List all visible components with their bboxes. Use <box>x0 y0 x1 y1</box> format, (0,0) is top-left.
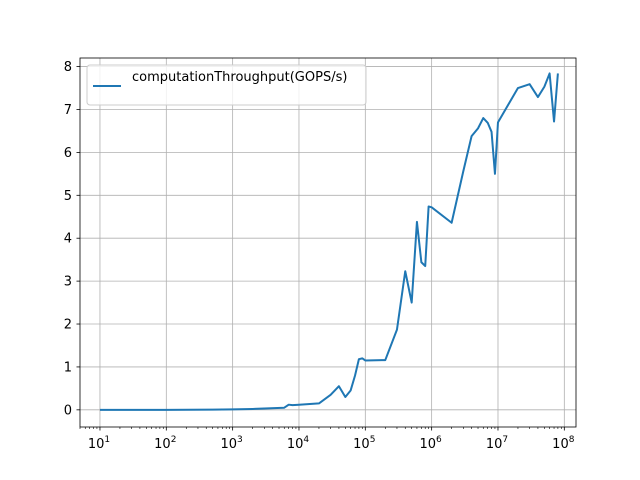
x-tick-label: 102 <box>154 435 176 452</box>
y-tick-label: 7 <box>64 103 72 118</box>
x-tick-label-base: 10 <box>353 437 370 452</box>
x-tick-label-exponent: 2 <box>171 435 177 445</box>
x-tick-label: 104 <box>287 435 310 452</box>
x-tick-label-base: 10 <box>287 437 304 452</box>
legend-box <box>86 64 367 106</box>
x-tick-label-exponent: 3 <box>237 435 243 445</box>
y-tick-label: 1 <box>64 360 72 375</box>
plot-frame <box>79 57 577 428</box>
legend: computationThroughput(GOPS/s) <box>86 64 367 106</box>
x-tick-label-exponent: 1 <box>104 435 110 445</box>
x-tick-label-exponent: 7 <box>502 435 508 445</box>
x-tick-label: 108 <box>552 435 575 452</box>
y-tick-label: 0 <box>64 403 72 418</box>
x-tick-label: 101 <box>88 435 110 452</box>
x-tick-label-base: 10 <box>420 437 437 452</box>
x-tick-label-exponent: 4 <box>303 435 309 445</box>
x-tick-label-base: 10 <box>88 437 105 452</box>
y-tick-label: 2 <box>64 318 72 333</box>
y-tick-label: 8 <box>64 60 72 75</box>
x-tick-label: 105 <box>353 435 375 452</box>
x-tick-label-base: 10 <box>486 437 503 452</box>
x-tick-label: 106 <box>420 435 443 452</box>
y-tick-label: 6 <box>64 146 72 161</box>
y-tick-label: 3 <box>64 275 72 290</box>
series-layer <box>99 72 559 411</box>
x-tick-label-exponent: 6 <box>436 435 442 445</box>
x-tick-label: 107 <box>486 435 508 452</box>
y-tick-label: 5 <box>64 189 72 204</box>
x-tick-label-exponent: 8 <box>569 435 575 445</box>
x-tick-label-exponent: 5 <box>370 435 376 445</box>
legend-label: computationThroughput(GOPS/s) <box>132 70 347 85</box>
x-tick-label-base: 10 <box>552 437 569 452</box>
series-line <box>99 72 559 411</box>
x-tick-label: 103 <box>220 435 242 452</box>
x-tick-label-base: 10 <box>220 437 237 452</box>
x-tick-label-base: 10 <box>154 437 171 452</box>
y-tick-label: 4 <box>64 232 72 247</box>
